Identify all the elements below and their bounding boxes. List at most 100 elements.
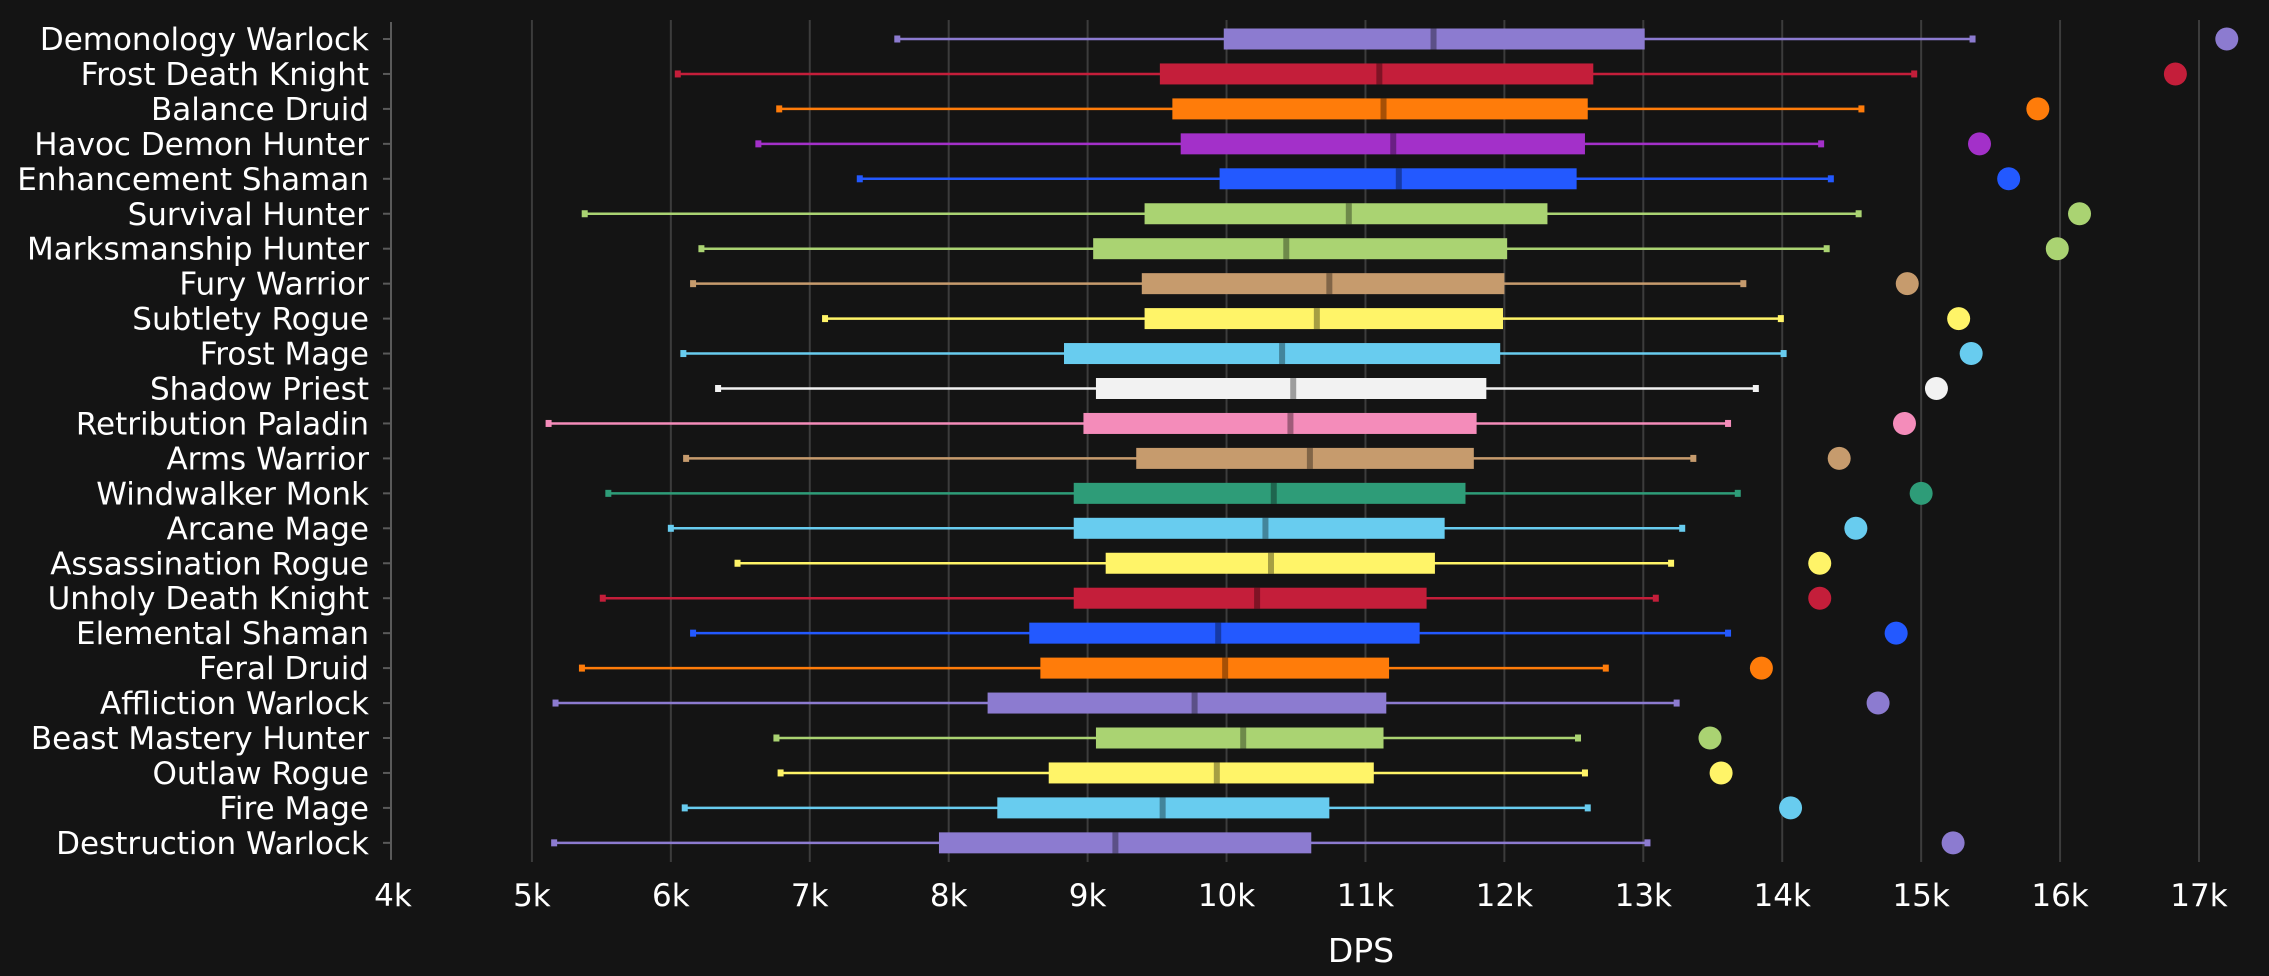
- iqr-box: [1180, 133, 1585, 155]
- x-tick-label: 15k: [1892, 878, 1949, 914]
- median-mark: [1267, 552, 1274, 574]
- box-series: [674, 62, 2187, 86]
- spec-label: Frost Mage: [200, 337, 369, 373]
- series-boxes: [545, 27, 2239, 855]
- median-mark: [1270, 482, 1277, 504]
- whisker-min-cap: [822, 315, 829, 323]
- iqr-box: [1144, 203, 1548, 225]
- max-point: [1909, 481, 1933, 505]
- spec-label: Fire Mage: [219, 791, 369, 827]
- box-series: [578, 656, 1773, 680]
- iqr-box: [1136, 447, 1474, 469]
- spec-label: Unholy Death Knight: [48, 581, 369, 617]
- median-mark: [1262, 517, 1269, 539]
- median-mark: [1159, 797, 1166, 819]
- box-series: [690, 272, 1919, 296]
- max-point: [2026, 97, 2050, 121]
- median-mark: [1395, 168, 1402, 190]
- whisker-max-cap: [1581, 769, 1588, 777]
- iqr-box: [938, 832, 1312, 854]
- max-point: [1947, 307, 1971, 331]
- median-mark: [1345, 203, 1352, 225]
- x-tick-label: 7k: [791, 878, 829, 914]
- max-point: [1968, 132, 1992, 156]
- box-series: [777, 761, 1733, 785]
- whisker-max-cap: [1734, 489, 1741, 497]
- box-series: [683, 446, 1851, 470]
- max-point: [1941, 831, 1965, 855]
- whisker-min-cap: [734, 559, 741, 567]
- max-point: [1779, 796, 1803, 820]
- grid-lines: [530, 20, 2200, 862]
- spec-label: Arcane Mage: [167, 511, 369, 547]
- max-point: [1884, 621, 1908, 645]
- spec-label: Shadow Priest: [150, 372, 369, 408]
- iqr-box: [1095, 378, 1487, 399]
- whisker-min-cap: [674, 70, 681, 78]
- x-tick-label: 17k: [2170, 878, 2227, 914]
- whisker-min-cap: [578, 664, 585, 672]
- whisker-min-cap: [777, 769, 784, 777]
- iqr-box: [1172, 98, 1588, 120]
- spec-label: Windwalker Monk: [96, 476, 369, 512]
- spec-label: Affliction Warlock: [100, 686, 369, 722]
- iqr-box: [1048, 762, 1374, 784]
- max-point: [2163, 62, 2187, 86]
- x-tick-label: 9k: [1069, 878, 1107, 914]
- x-tick-label: 16k: [2031, 878, 2088, 914]
- median-mark: [1326, 273, 1333, 295]
- whisker-max-cap: [1673, 699, 1680, 707]
- iqr-box: [1093, 238, 1508, 260]
- whisker-max-cap: [1752, 385, 1759, 392]
- max-point: [1698, 726, 1722, 750]
- whisker-min-cap: [690, 280, 697, 288]
- iqr-box: [1105, 552, 1435, 574]
- max-point: [2068, 202, 2092, 226]
- median-mark: [1306, 447, 1313, 469]
- median-mark: [1380, 98, 1387, 120]
- whisker-min-cap: [551, 839, 558, 847]
- iqr-box: [1219, 168, 1577, 190]
- x-axis: 4k 5k 6k 7k 8k 9k 10k 11k 12k 13k 14k 15k 16k 17k: [374, 878, 2228, 914]
- median-mark: [1313, 308, 1320, 330]
- median-mark: [1279, 343, 1286, 365]
- box-series: [581, 202, 2092, 226]
- spec-label: Arms Warrior: [166, 441, 369, 477]
- box-series: [690, 621, 1908, 645]
- median-mark: [1254, 587, 1261, 609]
- x-tick-label: 5k: [513, 878, 551, 914]
- spec-label: Balance Druid: [151, 92, 369, 128]
- median-mark: [1376, 63, 1383, 85]
- whisker-min-cap: [773, 734, 780, 742]
- whisker-min-cap: [856, 175, 863, 183]
- iqr-box: [1095, 727, 1384, 749]
- median-mark: [1390, 133, 1397, 155]
- spec-label: Elemental Shaman: [76, 616, 369, 652]
- box-series: [552, 691, 1890, 715]
- max-point: [1924, 377, 1948, 400]
- max-point: [1709, 761, 1733, 785]
- x-tick-label: 4k: [374, 878, 412, 914]
- spec-label: Destruction Warlock: [56, 826, 369, 862]
- whisker-max-cap: [1725, 419, 1732, 427]
- whisker-max-cap: [1780, 350, 1787, 358]
- box-series: [599, 586, 1832, 610]
- box-series: [755, 132, 1992, 156]
- iqr-box: [1073, 517, 1445, 539]
- max-point: [1827, 446, 1851, 470]
- box-series: [545, 411, 1916, 435]
- spec-label: Beast Mastery Hunter: [31, 721, 369, 757]
- max-point: [1959, 342, 1983, 366]
- whisker-max-cap: [1652, 594, 1659, 602]
- iqr-box: [1083, 412, 1477, 434]
- whisker-max-cap: [1679, 524, 1686, 532]
- whisker-max-cap: [1858, 105, 1865, 113]
- iqr-box: [1029, 622, 1420, 644]
- box-series: [680, 342, 1983, 366]
- max-point: [2045, 237, 2069, 261]
- max-point: [1866, 691, 1890, 715]
- iqr-box: [1223, 28, 1645, 50]
- max-point: [1808, 551, 1832, 575]
- whisker-max-cap: [1827, 175, 1834, 183]
- spec-label: Frost Death Knight: [81, 57, 369, 93]
